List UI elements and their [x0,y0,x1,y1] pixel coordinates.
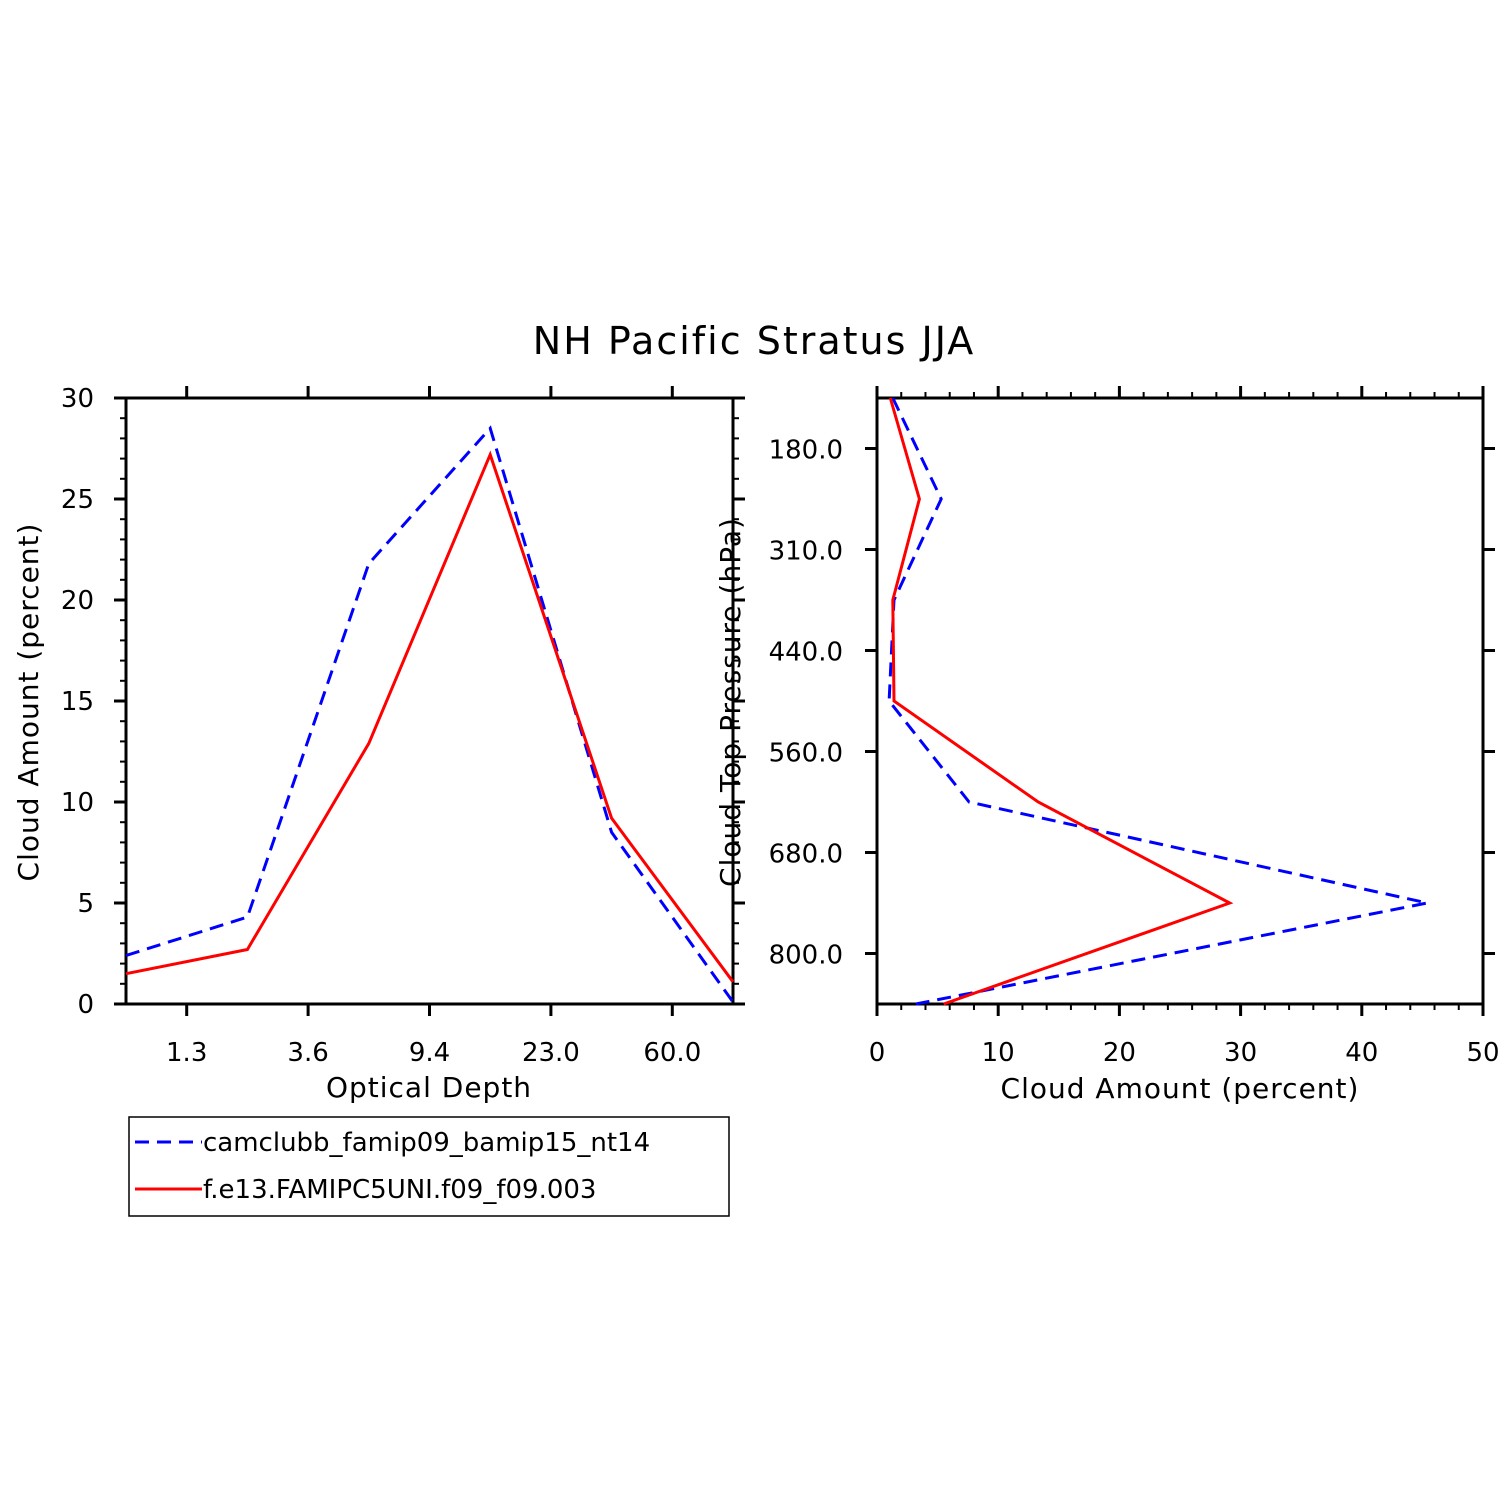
left-y-tick-label: 30 [61,384,94,414]
right-x-tick-label: 20 [1103,1038,1136,1068]
right-panel: 0 10 20 30 40 50 180.0 310.0 440.0 560.0 680.0 800.… [714,386,1500,1105]
left-x-tick-label: 9.4 [409,1038,450,1068]
right-x-tick-label: 40 [1345,1038,1378,1068]
left-y-axis-label: Cloud Amount (percent) [12,523,45,882]
legend-label-fe13: f.e13.FAMIPC5UNI.f09_f09.003 [203,1175,596,1205]
left-tick-labels: 0 5 10 15 20 25 30 1.3 3.6 9.4 23.0 60.0 [61,384,701,1068]
right-plot-frame [875,396,1485,1006]
legend-box [128,1116,730,1217]
right-y-tick-label: 560.0 [769,739,843,769]
right-y-tick-label: 440.0 [769,638,843,668]
left-x-tick-label: 1.3 [166,1038,207,1068]
right-tick-marks [865,386,1495,1016]
left-x-axis-label: Optical Depth [326,1071,532,1104]
right-y-tick-label: 310.0 [769,537,843,567]
left-series-line-f-e13-famipc5uni-f09-f09-003 [125,450,735,983]
left-y-tick-label: 20 [61,586,94,616]
right-y-tick-label: 800.0 [769,941,843,971]
chart-title: NH Pacific Stratus JJA [533,319,975,363]
left-series-line-camclubb-famip09-bamip15-nt14 [125,425,735,1003]
right-y-axis-label: Cloud Top Pressure (hPa) [714,517,747,887]
left-y-tick-label: 5 [77,889,94,919]
left-x-tick-label: 23.0 [522,1038,580,1068]
left-y-tick-label: 10 [61,788,94,818]
left-series [125,425,735,1003]
left-panel: 0 5 10 15 20 25 30 1.3 3.6 9.4 23.0 60.0 Optical De… [12,384,745,1104]
left-x-tick-label: 60.0 [643,1038,701,1068]
legend: camclubb_famip09_bamip15_nt14 f.e13.FAMI… [128,1116,730,1217]
right-y-tick-label: 180.0 [769,436,843,466]
right-y-tick-label: 680.0 [769,840,843,870]
right-x-axis-label: Cloud Amount (percent) [1001,1072,1360,1105]
left-y-tick-label: 25 [61,485,94,515]
right-x-tick-label: 50 [1466,1038,1499,1068]
right-x-tick-label: 10 [982,1038,1015,1068]
right-x-tick-label: 0 [869,1038,886,1068]
right-tick-labels: 0 10 20 30 40 50 180.0 310.0 440.0 560.0 680.0 800.… [769,436,1500,1069]
left-y-tick-label: 15 [61,687,94,717]
left-y-tick-label: 0 [77,990,94,1020]
right-x-tick-label: 30 [1224,1038,1257,1068]
right-series-line-camclubb-famip09-bamip15-nt14 [887,397,1428,1006]
left-plot-frame [124,396,735,1006]
right-series-line-f-e13-famipc5uni-f09-f09-003 [888,397,1234,1006]
legend-label-camclubb: camclubb_famip09_bamip15_nt14 [203,1128,650,1158]
left-x-tick-label: 3.6 [287,1038,328,1068]
left-tick-marks [114,386,745,1016]
right-series [887,397,1428,1006]
